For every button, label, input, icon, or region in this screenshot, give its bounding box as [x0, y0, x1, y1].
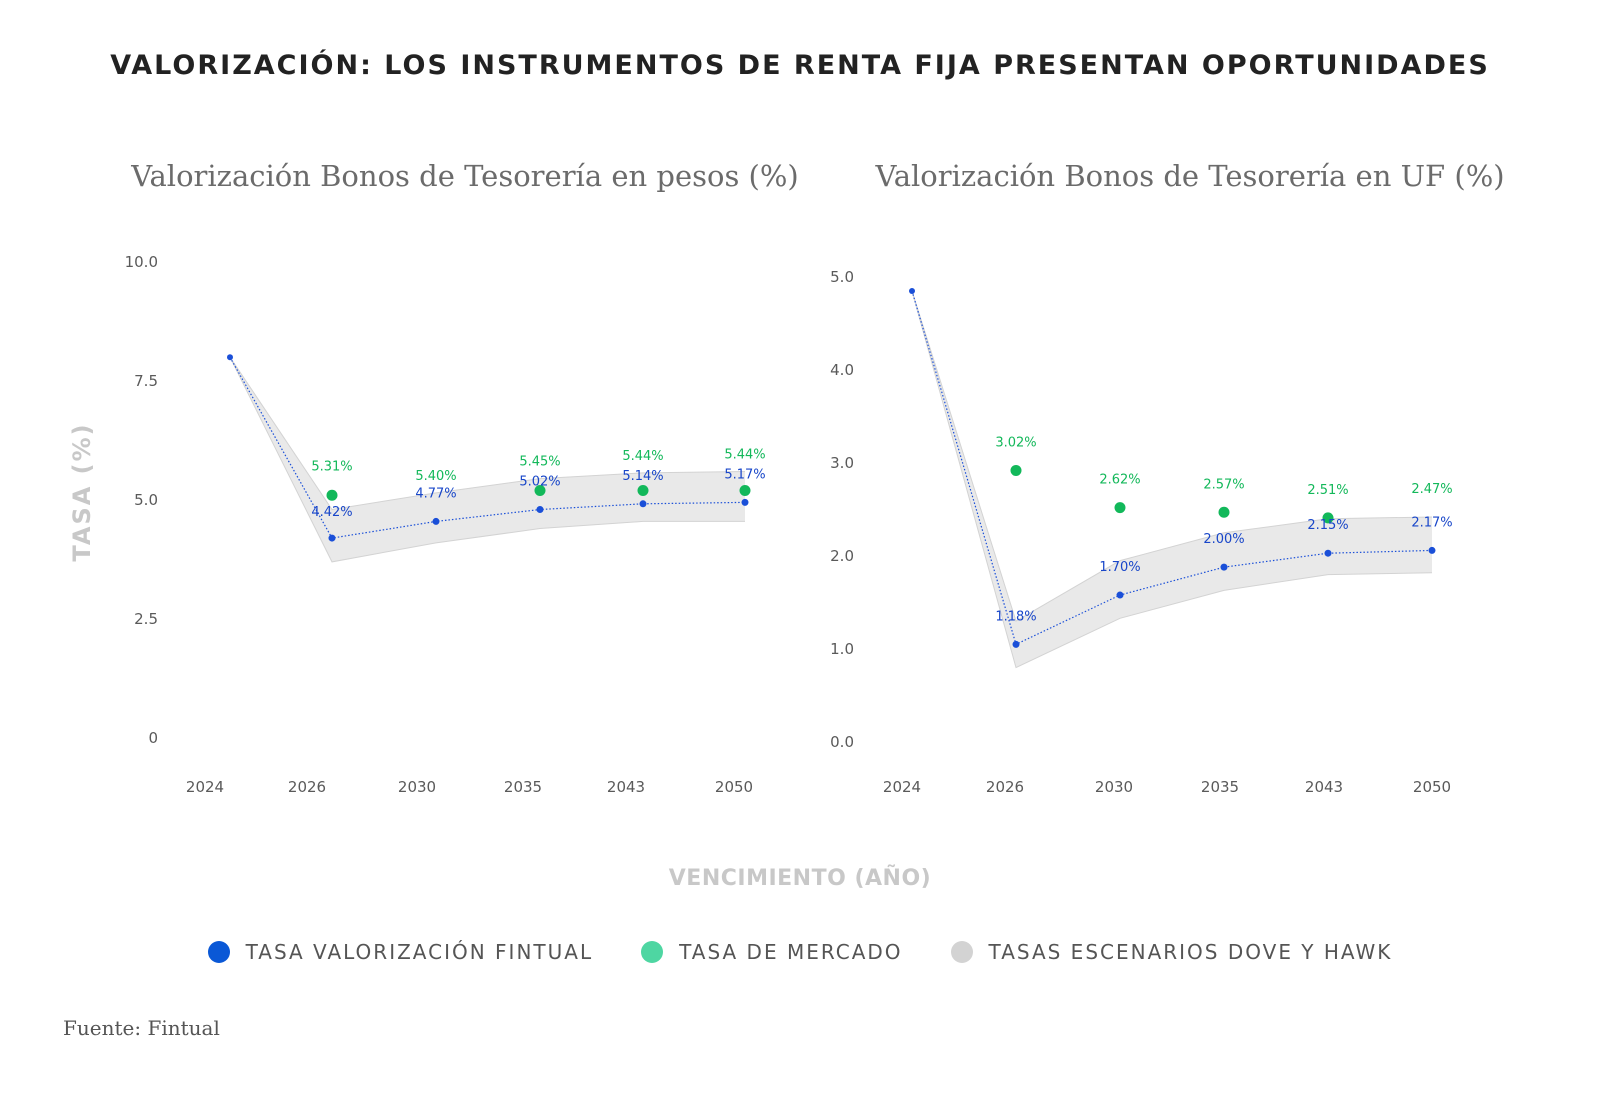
market-point	[1010, 464, 1022, 476]
legend-item-market: TASA DE MERCADO	[641, 940, 902, 964]
chart-1-title: Valorización Bonos de Tesorería en pesos…	[130, 159, 799, 193]
legend-label-fintual: TASA VALORIZACIÓN FINTUAL	[245, 940, 594, 964]
fintual-point	[741, 498, 749, 506]
legend-item-scenarios: TASAS ESCENARIOS DOVE Y HAWK	[950, 940, 1393, 964]
chart-2-plot: 0.0 1.0 2.0 3.0 4.0 5.0 2024 2026 2030 2035 2043 20…	[830, 268, 1453, 796]
legend-label-market: TASA DE MERCADO	[679, 940, 903, 964]
legend-item-fintual: TASA VALORIZACIÓN FINTUAL	[207, 940, 594, 964]
fintual-point	[536, 506, 544, 514]
scenario-band	[230, 357, 745, 562]
fintual-point	[1428, 546, 1436, 554]
x-tick-label: 2035	[504, 778, 542, 796]
y-tick-label: 10.0	[125, 253, 158, 271]
x-tick-label: 2030	[398, 778, 436, 796]
scenario-dove-line	[229, 356, 745, 563]
legend-label-scenarios: TASAS ESCENARIOS DOVE Y HAWK	[988, 940, 1393, 964]
y-axis-label: TASA (%)	[68, 422, 96, 561]
market-value-label: 5.44%	[622, 449, 663, 464]
scenario-hawk-line	[229, 356, 746, 511]
x-tick-label: 2024	[186, 778, 224, 796]
x-tick-label: 2030	[1095, 778, 1133, 796]
market-value-label: 2.62%	[1099, 473, 1140, 488]
market-point	[534, 484, 546, 496]
fintual-point	[227, 354, 233, 361]
y-tick-label: 4.0	[830, 361, 854, 379]
x-tick-label: 2024	[883, 778, 921, 796]
fintual-point	[432, 517, 440, 525]
fintual-point	[1324, 549, 1332, 557]
chart-2-title: Valorización Bonos de Tesorería en UF (%…	[874, 159, 1504, 193]
x-tick-label: 2026	[986, 778, 1024, 796]
fintual-point	[1220, 563, 1228, 571]
x-axis-label: VENCIMIENTO (AÑO)	[668, 866, 932, 891]
fintual-value-label: 1.18%	[995, 609, 1036, 624]
fintual-point	[639, 500, 647, 508]
fintual-point	[1116, 591, 1124, 599]
y-tick-label: 3.0	[830, 454, 854, 472]
market-value-label: 5.31%	[311, 460, 352, 475]
market-point	[739, 484, 751, 496]
x-tick-label: 2043	[607, 778, 645, 796]
x-tick-label: 2035	[1201, 778, 1239, 796]
fintual-point	[909, 287, 915, 294]
fintual-value-label: 2.17%	[1411, 515, 1452, 530]
market-point	[1322, 512, 1334, 524]
x-tick-label: 2026	[288, 778, 326, 796]
market-value-label: 5.40%	[415, 469, 456, 484]
page-title: VALORIZACIÓN: LOS INSTRUMENTOS DE RENTA …	[110, 50, 1490, 81]
fintual-value-label: 2.00%	[1203, 532, 1244, 547]
fintual-value-label: 4.42%	[311, 505, 352, 520]
market-value-label: 2.47%	[1411, 482, 1452, 497]
source-note: Fuente: Fintual	[63, 1016, 220, 1040]
fintual-line	[229, 356, 746, 539]
market-value-label: 2.57%	[1203, 477, 1244, 492]
chart-1-plot: 0 2.5 5.0 7.5 10.0 2024 2026 2030 2035 2043 2050 5.…	[125, 253, 766, 796]
x-tick-label: 2043	[1305, 778, 1343, 796]
market-value-label: 2.51%	[1307, 483, 1348, 498]
y-tick-label: 5.0	[134, 491, 158, 509]
y-tick-label: 2.0	[830, 547, 854, 565]
market-value-label: 3.02%	[995, 435, 1036, 450]
market-point	[1114, 502, 1126, 514]
market-point	[637, 484, 649, 496]
scenario-hawk-line	[911, 290, 1433, 622]
fintual-value-label: 1.70%	[1099, 560, 1140, 575]
market-value-label: 5.45%	[519, 455, 560, 470]
x-tick-label: 2050	[1413, 778, 1451, 796]
market-point	[1218, 506, 1230, 518]
y-tick-label: 1.0	[830, 640, 854, 658]
fintual-value-label: 4.77%	[415, 486, 456, 501]
market-point	[326, 489, 338, 501]
legend: TASA VALORIZACIÓN FINTUAL TASA DE MERCAD…	[0, 940, 1600, 964]
y-tick-label: 0.0	[830, 733, 854, 751]
fintual-value-label: 5.02%	[519, 475, 560, 490]
fintual-value-label: 2.15%	[1307, 518, 1348, 533]
y-tick-label: 5.0	[830, 268, 854, 286]
fintual-value-label: 5.17%	[724, 467, 765, 482]
fintual-point	[1012, 640, 1020, 648]
legend-swatch-market	[641, 941, 664, 963]
legend-swatch-fintual	[207, 941, 230, 963]
x-tick-label: 2050	[715, 778, 753, 796]
scenario-band	[912, 290, 1432, 668]
scenario-dove-line	[911, 290, 1433, 669]
y-tick-label: 2.5	[134, 610, 158, 628]
fintual-value-label: 5.14%	[622, 469, 663, 484]
market-value-label: 5.44%	[724, 447, 765, 462]
y-tick-label: 7.5	[134, 372, 158, 390]
y-tick-label: 0	[148, 729, 158, 747]
legend-swatch-scenarios	[950, 941, 973, 963]
fintual-point	[328, 534, 336, 542]
